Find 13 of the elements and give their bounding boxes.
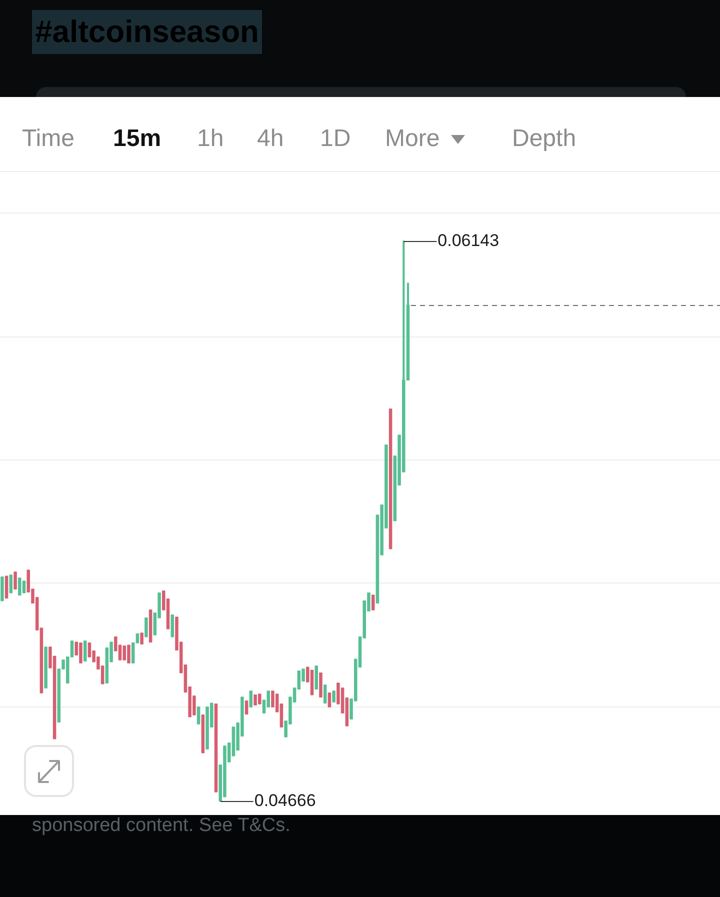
text: 4h bbox=[257, 124, 284, 154]
text: 1h bbox=[197, 124, 224, 154]
text: Time bbox=[22, 124, 74, 154]
candlestick bbox=[249, 690, 253, 708]
annotation: 0.06143 bbox=[438, 231, 500, 250]
text: More bbox=[385, 124, 440, 154]
text: 15m bbox=[113, 124, 162, 154]
text: 1D bbox=[320, 124, 351, 154]
candlestick bbox=[9, 574, 13, 594]
annotation: sponsored content. See T&Cs. bbox=[32, 815, 290, 837]
candlestick bbox=[371, 594, 375, 610]
annotation: 0.04666 bbox=[254, 791, 316, 810]
text: Depth bbox=[512, 124, 576, 154]
